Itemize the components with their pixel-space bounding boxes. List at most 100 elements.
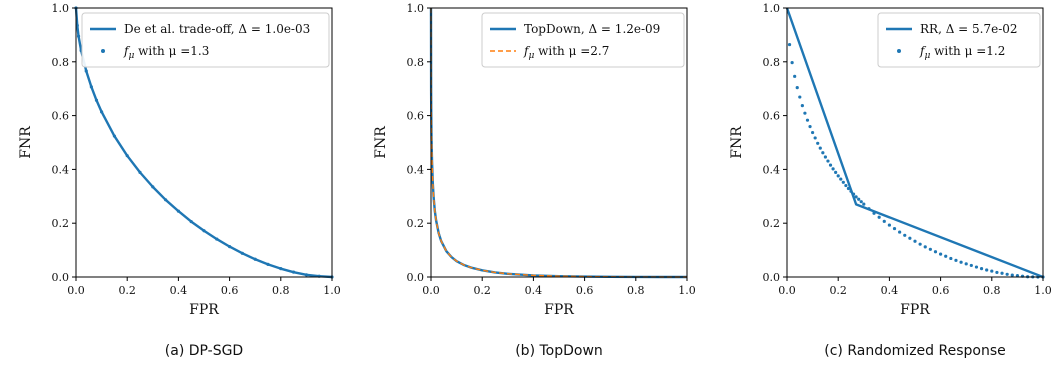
data-point bbox=[959, 260, 963, 264]
y-axis-label: FNR bbox=[373, 126, 389, 159]
data-point bbox=[831, 167, 835, 171]
data-point bbox=[944, 254, 948, 258]
x-tick-label: 0.2 bbox=[473, 284, 491, 297]
data-point bbox=[887, 223, 892, 227]
y-tick-label: 0.0 bbox=[763, 271, 781, 284]
chart-panel-2: 0.0 0.2 0.4 0.6 0.8 1.0 0.0 0.2 0.4 0.6 0.8 1.0 FPR F… bbox=[373, 2, 696, 359]
data-point bbox=[189, 219, 193, 224]
legend: De et al. trade-off, Δ = 1.0e-03 fμ with … bbox=[81, 12, 330, 68]
data-point bbox=[923, 245, 927, 249]
legend-label: fμ with μ =2.7 bbox=[523, 44, 609, 61]
data-point bbox=[176, 209, 180, 213]
data-point bbox=[857, 197, 861, 201]
y-tick-label: 0.8 bbox=[763, 56, 781, 69]
y-tick-label: 0.6 bbox=[52, 110, 70, 123]
data-point bbox=[84, 69, 88, 73]
x-tick-label: 0.2 bbox=[118, 284, 136, 297]
data-point bbox=[859, 200, 863, 204]
data-point bbox=[304, 273, 308, 277]
legend-swatch bbox=[101, 49, 105, 53]
x-tick-label: 0.6 bbox=[932, 284, 950, 297]
data-point bbox=[892, 226, 897, 231]
data-point bbox=[854, 195, 858, 199]
x-tick-label: 0.6 bbox=[221, 284, 239, 297]
data-point bbox=[811, 130, 815, 135]
chart-panel-1: 0.0 0.2 0.4 0.6 0.8 1.0 0.0 0.2 0.4 0.6 0.8 1.0 FPR F… bbox=[18, 2, 341, 359]
data-point bbox=[969, 263, 973, 268]
y-tick-label: 0.4 bbox=[763, 163, 781, 176]
y-tick-label: 0.2 bbox=[52, 217, 70, 230]
data-point bbox=[834, 170, 838, 174]
series-2-points bbox=[787, 42, 1045, 279]
data-point bbox=[202, 229, 206, 233]
data-point bbox=[1000, 271, 1004, 275]
series-1-line bbox=[74, 7, 333, 279]
legend: TopDown, Δ = 1.2e-09 fμ with μ =2.7 bbox=[481, 12, 685, 68]
y-tick-label: 0.8 bbox=[407, 56, 425, 69]
data-point bbox=[215, 237, 219, 241]
x-tick-label: 0.8 bbox=[627, 284, 645, 297]
plot-frame bbox=[786, 7, 1044, 278]
data-point bbox=[828, 163, 833, 167]
panel-caption: (a) DP-SGD bbox=[165, 343, 243, 359]
data-point bbox=[138, 170, 142, 174]
data-point bbox=[867, 207, 871, 211]
legend-label: RR, Δ = 5.7e-02 bbox=[920, 22, 1018, 36]
data-point bbox=[151, 185, 155, 189]
x-axis-label: FPR bbox=[900, 302, 930, 318]
data-point bbox=[292, 270, 296, 274]
x-tick-label: 0.2 bbox=[829, 284, 847, 297]
data-point bbox=[795, 86, 799, 90]
y-tick-label: 0.0 bbox=[407, 271, 425, 284]
data-point bbox=[125, 154, 129, 158]
legend-label: TopDown, Δ = 1.2e-09 bbox=[524, 22, 660, 36]
data-point bbox=[94, 98, 99, 102]
y-tick-label: 0.8 bbox=[52, 56, 70, 69]
data-point bbox=[800, 104, 804, 108]
x-tick-label: 0.6 bbox=[576, 284, 594, 297]
data-point bbox=[841, 180, 845, 184]
x-tick-label: 1.0 bbox=[678, 284, 696, 297]
data-point bbox=[918, 242, 922, 246]
x-tick-label: 0.0 bbox=[422, 284, 440, 297]
legend-label: fμ with μ =1.2 bbox=[919, 44, 1005, 61]
legend-label: De et al. trade-off, Δ = 1.0e-03 bbox=[124, 22, 310, 36]
panel-caption: (c) Randomized Response bbox=[824, 343, 1005, 359]
y-axis-label: FNR bbox=[729, 126, 745, 159]
y-tick-label: 0.0 bbox=[52, 271, 70, 284]
data-point bbox=[787, 42, 792, 47]
legend-box bbox=[877, 12, 1041, 68]
data-point bbox=[849, 189, 853, 193]
data-point bbox=[949, 256, 953, 261]
x-tick-label: 0.0 bbox=[778, 284, 796, 297]
x-axis-label: FPR bbox=[544, 302, 574, 318]
data-point bbox=[790, 61, 794, 65]
data-point bbox=[933, 250, 938, 254]
legend-label: fμ with μ =1.3 bbox=[123, 44, 209, 61]
series-1-line bbox=[785, 7, 1044, 279]
data-point bbox=[979, 267, 984, 271]
data-point bbox=[76, 34, 81, 38]
series-2-points bbox=[74, 6, 334, 279]
y-tick-label: 0.6 bbox=[763, 110, 781, 123]
x-tick-label: 0.4 bbox=[881, 284, 899, 297]
data-point bbox=[253, 257, 257, 261]
data-point bbox=[903, 233, 907, 237]
x-tick-label: 1.0 bbox=[323, 284, 341, 297]
data-point bbox=[813, 136, 817, 140]
y-tick-label: 1.0 bbox=[763, 2, 781, 15]
data-point bbox=[846, 186, 851, 191]
data-point bbox=[240, 251, 244, 255]
y-tick-label: 1.0 bbox=[52, 2, 70, 15]
data-point bbox=[164, 198, 168, 202]
data-point bbox=[279, 267, 283, 271]
x-tick-label: 0.4 bbox=[170, 284, 188, 297]
y-tick-label: 0.4 bbox=[407, 163, 425, 176]
y-tick-label: 1.0 bbox=[407, 2, 425, 15]
data-point bbox=[877, 215, 881, 219]
data-point bbox=[990, 269, 994, 273]
legend-swatch bbox=[897, 49, 901, 53]
data-point bbox=[974, 265, 979, 269]
legend-box bbox=[81, 12, 330, 68]
